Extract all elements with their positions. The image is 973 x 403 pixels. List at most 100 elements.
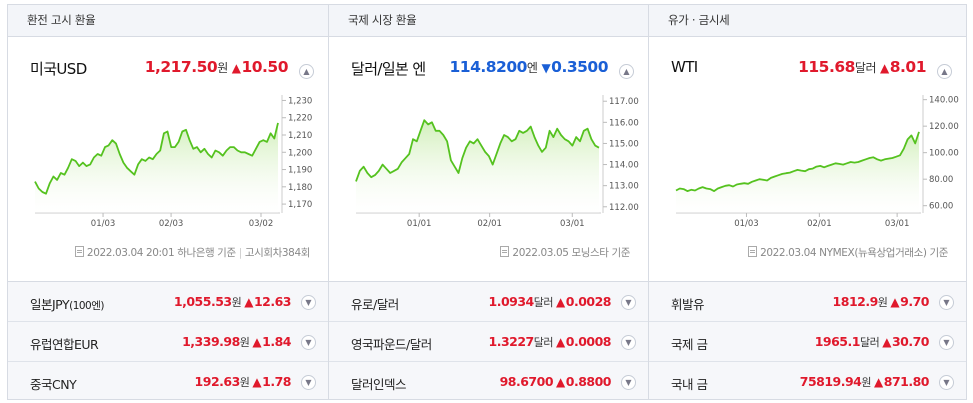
quote-row-change: ▲1.78	[252, 374, 291, 389]
chevron-down-icon[interactable]: ▼	[301, 375, 316, 390]
triangle-up-icon: ▲	[556, 295, 565, 309]
chevron-down-icon[interactable]: ▼	[301, 335, 316, 350]
quote-row[interactable]: 휘발유 1812.9원 ▲9.70 ▼	[649, 282, 966, 322]
quote-row-name: 영국파운드/달러	[351, 334, 432, 353]
source-date: 2022.03.04 20:01	[86, 247, 175, 259]
quote-row-change-value: 9.70	[900, 294, 929, 309]
panel-tab[interactable]: 국제 시장 환율	[329, 5, 648, 37]
quote-row[interactable]: 달러인덱스 98.6700 ▲0.8800 ▼	[329, 362, 648, 402]
x-tick-label: 02/01	[807, 219, 832, 229]
quote-row-change-value: 30.70	[891, 334, 930, 349]
main-quote-price: 114.8200	[449, 58, 528, 76]
quote-row-unit: 원	[861, 376, 872, 389]
y-tick-label: 114.00	[609, 161, 639, 171]
panel-tab[interactable]: 환전 고시 환율	[8, 5, 328, 37]
triangle-down-icon: ▼	[541, 61, 551, 75]
quote-row-unit: 달러	[859, 336, 880, 349]
chevron-down-icon[interactable]: ▼	[939, 295, 954, 310]
quote-row-name: 휘발유	[671, 294, 705, 313]
quote-row-change: ▲12.63	[244, 294, 291, 309]
quote-row-value: 98.6700 ▲0.8800	[499, 374, 612, 389]
quote-row-change-value: 0.8800	[565, 374, 612, 389]
y-tick-label: 60.00	[929, 202, 953, 212]
document-icon	[74, 246, 84, 257]
quote-row[interactable]: 중국CNY 192.63원 ▲1.78 ▼	[8, 362, 328, 402]
quote-row-name: 국내 금	[671, 374, 708, 393]
triangle-up-icon: ▲	[880, 61, 889, 75]
chevron-down-icon[interactable]: ▼	[939, 375, 954, 390]
quote-row-label: 휘발유	[671, 297, 705, 312]
chevron-down-icon[interactable]: ▼	[301, 295, 316, 310]
chart-area-fill	[676, 131, 919, 213]
triangle-up-icon: ▲	[882, 335, 891, 349]
chevron-down-icon[interactable]: ▼	[621, 295, 636, 310]
triangle-up-icon: ▲	[556, 335, 565, 349]
chevron-up-icon[interactable]: ▲	[299, 64, 314, 79]
quote-row-label: 유로/달러	[351, 297, 399, 312]
quote-row-change: ▲871.80	[874, 374, 929, 389]
chevron-down-icon[interactable]: ▼	[621, 335, 636, 350]
quote-row[interactable]: 국내 금 75819.94원 ▲871.80 ▼	[649, 362, 966, 402]
source-provider: 모닝스타 기준	[571, 247, 631, 259]
chevron-up-icon[interactable]: ▲	[937, 64, 952, 79]
y-tick-label: 1,200	[288, 148, 312, 158]
quote-row-value: 1.3227달러 ▲0.0008	[488, 334, 612, 350]
main-quote-name: 미국USD	[30, 60, 87, 78]
quote-row-value: 1965.1달러 ▲30.70	[815, 334, 930, 350]
quote-row-price: 1,339.98	[182, 334, 240, 349]
source-divider: |	[238, 247, 243, 259]
main-quote-change: ▼0.3500	[541, 58, 608, 76]
main-quote[interactable]: WTI 115.68달러 ▲8.01 ▲	[649, 49, 966, 85]
chevron-up-icon[interactable]: ▲	[619, 64, 634, 79]
y-tick-label: 115.00	[609, 139, 639, 149]
triangle-up-icon: ▲	[874, 375, 883, 389]
quote-row-name: 중국CNY	[30, 374, 77, 393]
quote-list: 일본JPY(100엔) 1,055.53원 ▲12.63 ▼ 유럽연합EUR 1,…	[8, 281, 328, 399]
quote-row-change-value: 0.0008	[565, 334, 612, 349]
price-chart: 60.00 80.00 100.00 120.00 140.00 01/03 02/01 03…	[675, 95, 959, 229]
main-quote[interactable]: 미국USD 1,217.50원 ▲10.50 ▲	[8, 49, 328, 85]
triangle-up-icon: ▲	[252, 375, 262, 389]
source-extra: 고시회차384회	[244, 247, 311, 259]
document-icon	[500, 246, 510, 257]
y-tick-label: 116.00	[609, 118, 639, 128]
y-tick-label: 113.00	[609, 182, 639, 192]
panel-tab[interactable]: 유가 · 금시세	[649, 5, 966, 37]
main-quote-name: 달러/일본 엔	[351, 60, 426, 78]
chart-area-fill	[35, 122, 278, 213]
quote-row-sublabel: (100엔)	[69, 300, 104, 312]
triangle-up-icon: ▲	[252, 335, 262, 349]
x-tick-label: 01/01	[407, 219, 432, 229]
y-tick-label: 80.00	[929, 175, 953, 185]
main-quote[interactable]: 달러/일본 엔 114.8200엔 ▼0.3500 ▲	[329, 49, 648, 85]
y-tick-label: 1,170	[288, 200, 312, 210]
price-chart: 1,170 1,180 1,190 1,200 1,210 1,220 1,230 01/03…	[34, 95, 312, 229]
quote-row[interactable]: 국제 금 1965.1달러 ▲30.70 ▼	[649, 322, 966, 362]
x-tick-label: 03/01	[560, 219, 585, 229]
quote-row-name: 국제 금	[671, 334, 708, 353]
y-tick-label: 100.00	[929, 149, 959, 159]
quote-row-change-value: 1.78	[262, 374, 291, 389]
chevron-down-icon[interactable]: ▼	[621, 375, 636, 390]
chevron-down-icon[interactable]: ▼	[939, 335, 954, 350]
chart-series-line	[675, 131, 920, 192]
quote-row[interactable]: 영국파운드/달러 1.3227달러 ▲0.0008 ▼	[329, 322, 648, 362]
quote-row-change: ▲0.8800	[556, 374, 611, 389]
intl-market-rate-panel: 국제 시장 환율 달러/일본 엔 114.8200엔 ▼0.3500 ▲ 112.…	[328, 5, 648, 399]
chart-source: 2022.03.04 NYMEX(뉴욕상업거래소) 기준	[748, 245, 948, 260]
main-quote-change-value: 8.01	[889, 58, 927, 76]
x-tick-label: 03/01	[885, 219, 910, 229]
quote-row-label: 중국CNY	[30, 377, 77, 392]
quote-row-name: 유로/달러	[351, 294, 399, 313]
source-date: 2022.03.04	[760, 247, 817, 259]
quote-row[interactable]: 유로/달러 1.0934달러 ▲0.0028 ▼	[329, 282, 648, 322]
quote-row-price: 98.6700	[499, 374, 554, 389]
x-tick-label: 01/03	[734, 219, 759, 229]
y-tick-label: 1,180	[288, 183, 312, 193]
quote-row[interactable]: 유럽연합EUR 1,339.98원 ▲1.84 ▼	[8, 322, 328, 362]
quote-row-unit: 원	[239, 336, 250, 349]
quote-row[interactable]: 일본JPY(100엔) 1,055.53원 ▲12.63 ▼	[8, 282, 328, 322]
quote-row-value: 1.0934달러 ▲0.0028	[489, 294, 612, 310]
chart-source: 2022.03.04 20:01 하나은행 기준 | 고시회차384회	[74, 245, 311, 260]
quote-row-price: 1.3227	[488, 334, 535, 349]
